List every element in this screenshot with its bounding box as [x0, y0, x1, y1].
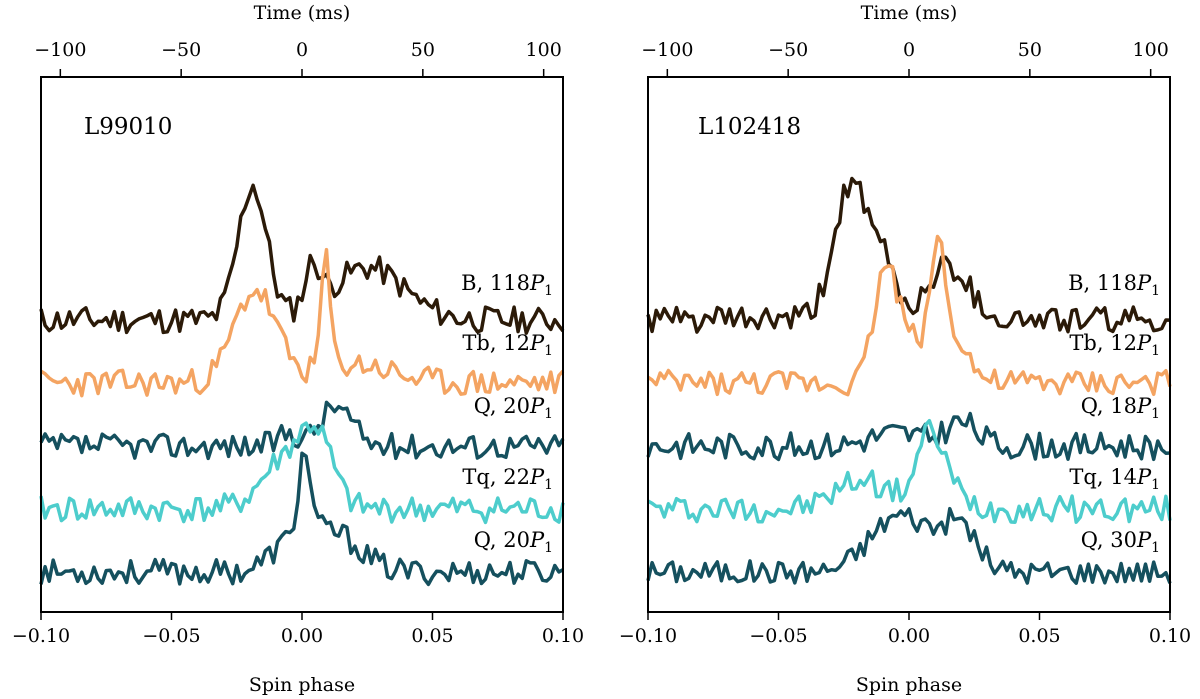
trace-q-line — [646, 411, 1171, 462]
trace-label: Q, 20P1 — [474, 394, 553, 422]
left-top-ticks: −100 −50 0 50 100 — [34, 39, 562, 77]
left-bottom-ticks: −0.10 −0.05 0.00 0.05 0.10 — [12, 612, 584, 647]
top-tick-label: 50 — [1018, 39, 1042, 61]
trace-label: B, 118P1 — [1068, 271, 1160, 299]
top-tick-label: 100 — [1133, 39, 1169, 61]
trace-b-line — [39, 183, 565, 335]
panel-left: B, 118P1 Tb, 12P1 Q, 20P1 Tq, 22P1 Q, 20P1 −… — [12, 2, 584, 696]
top-tick-label: −50 — [768, 39, 808, 61]
trace-label: Q, 30P1 — [1081, 528, 1160, 556]
trace-label: B, 118P1 — [461, 271, 553, 299]
trace-label: Tb, 12P1 — [1069, 331, 1160, 359]
top-tick-label: 100 — [526, 39, 562, 61]
bottom-tick-label: 0.00 — [888, 625, 930, 647]
top-tick-label: −100 — [34, 39, 86, 61]
panel-right: B, 118P1 Tb, 12P1 Q, 18P1 Tq, 14P1 Q, 30P1 −… — [619, 2, 1191, 696]
trace-q-line — [646, 506, 1172, 585]
top-tick-label: 0 — [903, 39, 915, 61]
trace-label: Tq, 22P1 — [462, 465, 553, 493]
right-bottom-ticks: −0.10 −0.05 0.00 0.05 0.10 — [619, 612, 1191, 647]
right-top-ticks: −100 −50 0 50 100 — [641, 39, 1169, 77]
top-tick-label: 50 — [411, 39, 435, 61]
trace-tq-line — [647, 418, 1172, 524]
top-tick-label: 0 — [296, 39, 308, 61]
bottom-tick-label: 0.05 — [1018, 625, 1060, 647]
left-trace-labels: B, 118P1 Tb, 12P1 Q, 20P1 Tq, 22P1 Q, 20P1 — [461, 271, 553, 556]
left-top-axis-title: Time (ms) — [254, 2, 351, 24]
trace-tq-line — [39, 421, 565, 525]
left-panel-title: L99010 — [84, 114, 172, 140]
top-tick-label: −100 — [641, 39, 693, 61]
trace-q-line — [39, 400, 565, 461]
trace-label: Tb, 12P1 — [462, 331, 553, 359]
bottom-tick-label: −0.05 — [142, 625, 200, 647]
right-x-axis-title: Spin phase — [856, 674, 962, 696]
bottom-tick-label: −0.10 — [12, 625, 70, 647]
bottom-tick-label: 0.10 — [1149, 625, 1191, 647]
trace-b-line — [646, 176, 1171, 334]
bottom-tick-label: 0.00 — [281, 625, 323, 647]
right-panel-title: L102418 — [698, 114, 801, 140]
right-top-axis-title: Time (ms) — [861, 2, 958, 24]
left-traces — [39, 183, 565, 587]
left-x-axis-title: Spin phase — [249, 674, 355, 696]
trace-tb-line — [40, 247, 565, 398]
trace-label: Q, 18P1 — [1081, 394, 1160, 422]
trace-label: Tq, 14P1 — [1069, 465, 1160, 493]
top-tick-label: −50 — [161, 39, 201, 61]
bottom-tick-label: 0.05 — [411, 625, 453, 647]
trace-q-line — [39, 451, 564, 587]
right-trace-labels: B, 118P1 Tb, 12P1 Q, 18P1 Tq, 14P1 Q, 30P1 — [1068, 271, 1160, 556]
bottom-tick-label: −0.10 — [619, 625, 677, 647]
trace-tb-line — [647, 234, 1172, 397]
trace-label: Q, 20P1 — [474, 528, 553, 556]
right-traces — [646, 176, 1172, 585]
bottom-tick-label: −0.05 — [749, 625, 807, 647]
bottom-tick-label: 0.10 — [542, 625, 584, 647]
